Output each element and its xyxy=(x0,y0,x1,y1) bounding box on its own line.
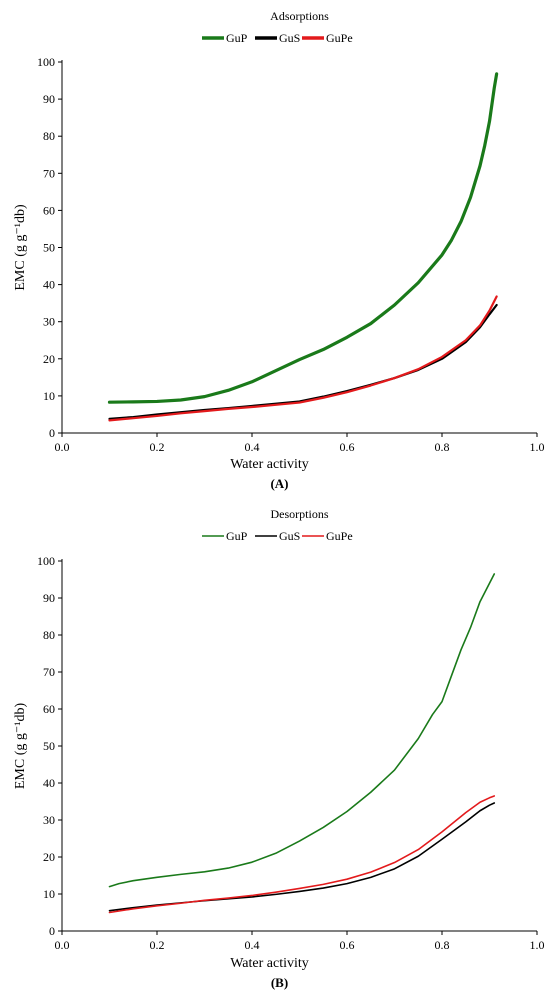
chart1-panel-label: (A) xyxy=(270,476,288,491)
chart1-y-tick-label-2: 20 xyxy=(43,352,55,366)
chart2-y-tick-label-10: 100 xyxy=(37,554,55,568)
chart2-y-tick-label-6: 60 xyxy=(43,702,55,716)
chart1-y-axis-label: EMC (g g⁻¹db) xyxy=(13,204,28,291)
chart1-y-tick-label-4: 40 xyxy=(43,278,55,292)
chart2-series-line-gus xyxy=(108,802,496,912)
chart1-title: Adsorptions xyxy=(270,9,329,23)
chart2-legend-label-gup: GuP xyxy=(226,529,248,543)
chart1-x-tick-label-0: 0.0 xyxy=(55,440,70,454)
chart1-x-tick-label-3: 0.6 xyxy=(340,440,355,454)
chart1-x-axis-label: Water activity xyxy=(230,457,309,472)
chart1-legend-label-gupe: GuPe xyxy=(326,31,353,45)
chart2-legend-label-gus: GuS xyxy=(279,529,300,543)
chart2-y-axis-label: EMC (g g⁻¹db) xyxy=(13,703,28,790)
chart2-panel-label: (B) xyxy=(271,975,288,990)
chart1-y-tick-label-6: 60 xyxy=(43,203,55,217)
chart2-series-line-gup xyxy=(108,573,496,888)
chart1-y-tick-label-7: 70 xyxy=(43,166,55,180)
chart2-x-tick-label-0: 0.0 xyxy=(55,938,70,952)
chart2-x-axis-label: Water activity xyxy=(230,956,309,971)
chart1-x-tick-label-5: 1.0 xyxy=(530,440,545,454)
chart1-x-tick-label-4: 0.8 xyxy=(435,440,450,454)
chart2-y-tick-label-5: 50 xyxy=(43,739,55,753)
chart2-y-tick-label-4: 40 xyxy=(43,776,55,790)
chart2-x-tick-label-5: 1.0 xyxy=(530,938,545,952)
chart2-y-tick-label-9: 90 xyxy=(43,591,55,605)
chart1-y-tick-label-10: 100 xyxy=(37,55,55,69)
chart1-y-tick-label-0: 0 xyxy=(49,426,55,440)
chart1-y-tick-label-1: 10 xyxy=(43,389,55,403)
chart2-x-tick-label-4: 0.8 xyxy=(435,938,450,952)
chart1-series-line-gupe xyxy=(108,295,498,422)
chart2-y-tick-label-8: 80 xyxy=(43,628,55,642)
chart2-title: Desorptions xyxy=(271,507,329,521)
chart2-y-tick-label-0: 0 xyxy=(49,924,55,938)
chart2-legend-label-gupe: GuPe xyxy=(326,529,353,543)
chart2-x-tick-label-2: 0.4 xyxy=(245,938,260,952)
chart1-legend-label-gup: GuP xyxy=(226,31,248,45)
chart2-y-tick-label-7: 70 xyxy=(43,665,55,679)
chart2-x-tick-label-1: 0.2 xyxy=(150,938,165,952)
chart2-y-tick-label-1: 10 xyxy=(43,887,55,901)
chart2-series-line-gupe xyxy=(108,795,496,914)
chart1-x-tick-label-2: 0.4 xyxy=(245,440,260,454)
chart2-y-tick-label-3: 30 xyxy=(43,813,55,827)
chart1-legend-label-gus: GuS xyxy=(279,31,300,45)
chart1-x-tick-label-1: 0.2 xyxy=(150,440,165,454)
chart1-series-line-gup xyxy=(107,72,499,404)
chart1-y-tick-label-9: 90 xyxy=(43,92,55,106)
chart1-y-tick-label-5: 50 xyxy=(43,241,55,255)
chart1-y-tick-label-3: 30 xyxy=(43,315,55,329)
chart2-x-tick-label-3: 0.6 xyxy=(340,938,355,952)
chart1-y-tick-label-8: 80 xyxy=(43,129,55,143)
chart2-y-tick-label-2: 20 xyxy=(43,850,55,864)
